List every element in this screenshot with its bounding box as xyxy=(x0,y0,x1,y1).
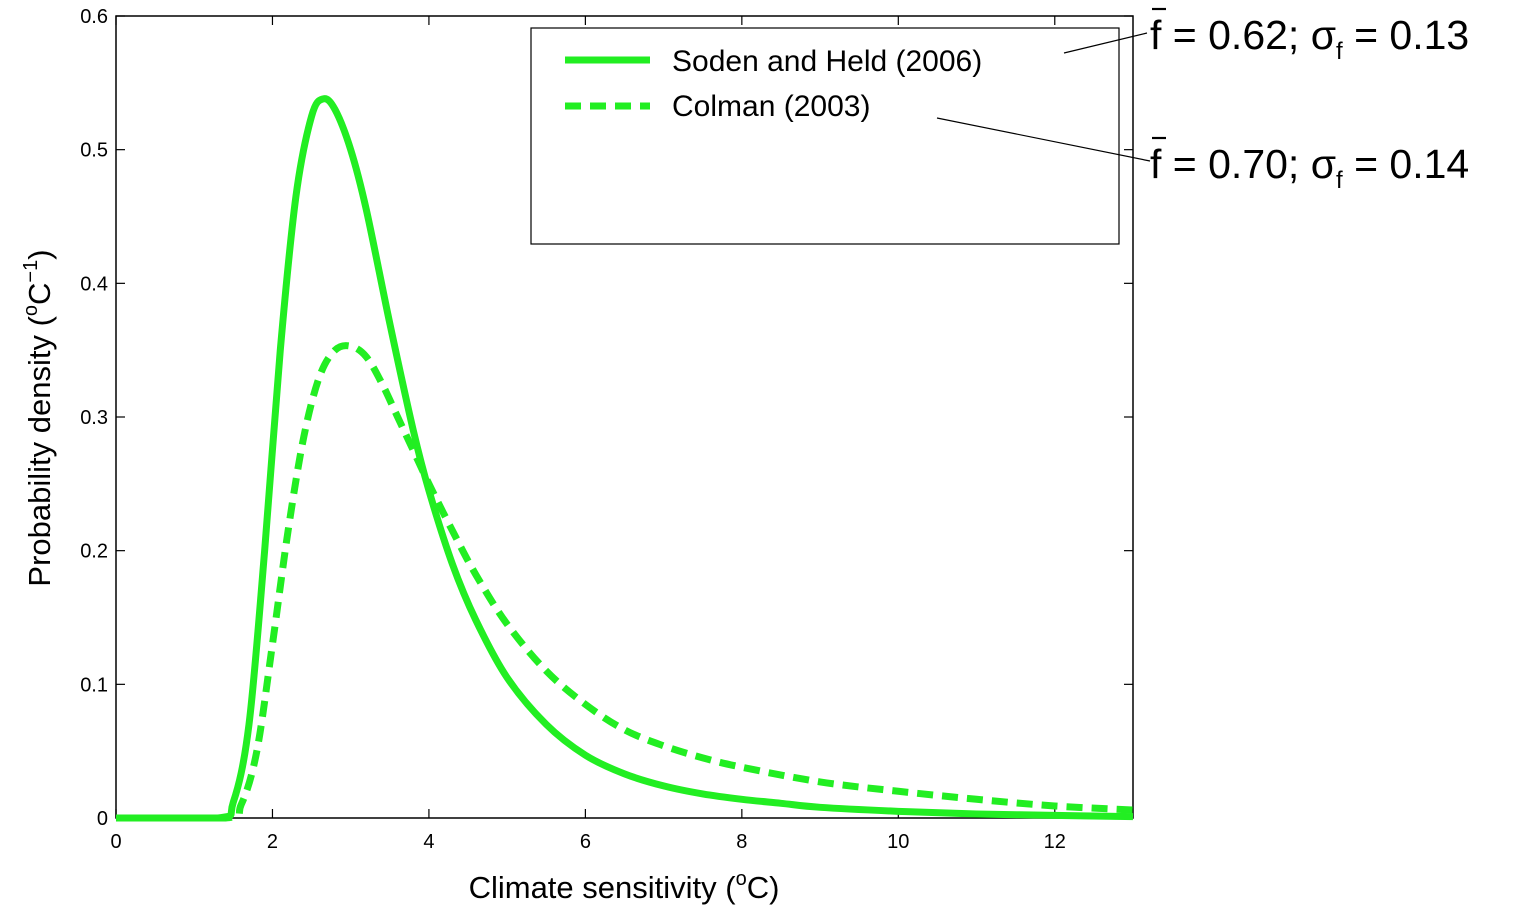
tick-marks xyxy=(115,15,1133,819)
x-tick-label: 12 xyxy=(1044,831,1066,853)
annotation-soden-held: f = 0.62; σf = 0.13 xyxy=(1150,7,1469,65)
y-tick-label: 0.1 xyxy=(80,674,108,696)
x-tick-label: 4 xyxy=(423,831,434,853)
annotation-text-soden-held: f = 0.62; σf = 0.13 xyxy=(1150,12,1469,65)
x-tick-label: 6 xyxy=(580,831,591,853)
legend-label-soden-held: Soden and Held (2006) xyxy=(672,45,982,78)
series-line-colman-2003 xyxy=(116,342,1134,822)
annotation-text-colman: f = 0.70; σf = 0.14 xyxy=(1150,141,1469,194)
y-tick-label: 0.4 xyxy=(80,273,108,295)
series-layer xyxy=(116,95,1134,822)
legend-label-colman: Colman (2003) xyxy=(672,90,870,123)
tick-labels: 0 2 4 6 8 10 12 0 0.1 0.2 0.3 0.4 0.5 0.6 xyxy=(80,6,1066,853)
y-tick-label: 0.5 xyxy=(80,140,108,162)
x-tick-label: 10 xyxy=(887,831,909,853)
y-axis-title: Probability density (oC−1) xyxy=(20,249,57,586)
series-line-soden-and-held-2006 xyxy=(116,95,1134,822)
annotation-colman: f = 0.70; σf = 0.14 xyxy=(1150,136,1469,194)
y-tick-label: 0.6 xyxy=(80,6,108,28)
x-axis-title: Climate sensitivity (oC) xyxy=(469,868,780,905)
x-tick-label: 0 xyxy=(110,831,121,853)
y-tick-label: 0 xyxy=(97,808,108,830)
y-tick-label: 0.2 xyxy=(80,541,108,563)
annotation-leader-colman xyxy=(936,117,1151,162)
x-tick-label: 8 xyxy=(736,831,747,853)
y-tick-label: 0.3 xyxy=(80,407,108,429)
annotation-leader-soden-held xyxy=(1063,32,1148,54)
legend: Soden and Held (2006) Colman (2003) xyxy=(530,27,1120,245)
x-tick-label: 2 xyxy=(267,831,278,853)
legend-box xyxy=(530,27,1120,245)
